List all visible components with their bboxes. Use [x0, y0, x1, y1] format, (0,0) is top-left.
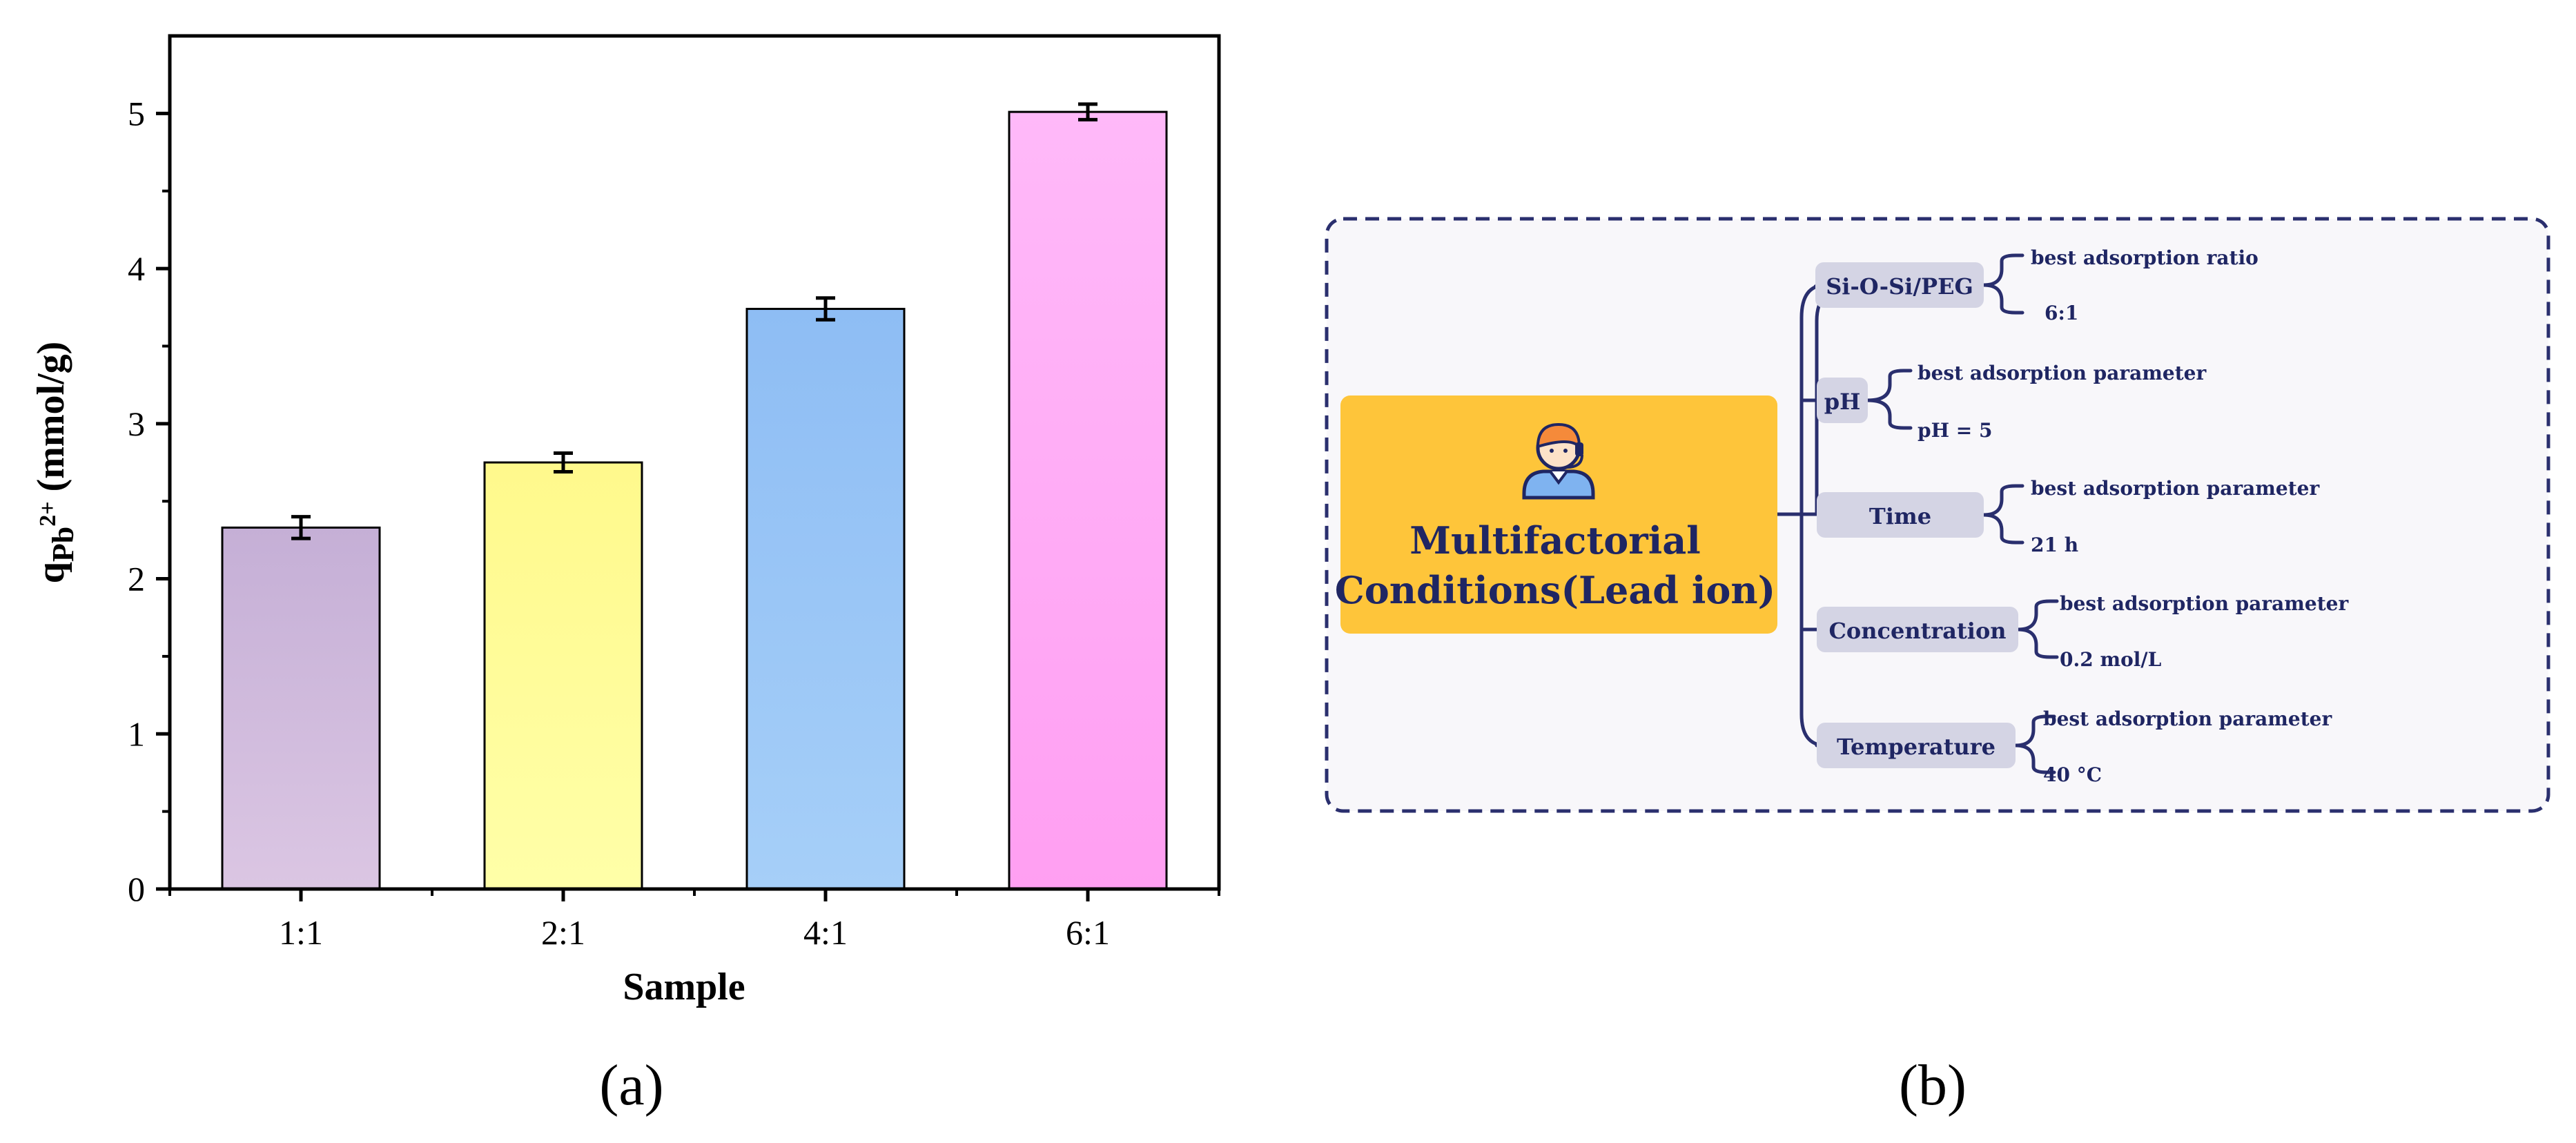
branch-leaf-bottom: 40 °C	[2043, 763, 2102, 786]
error-bar-6-1	[1078, 102, 1097, 121]
x-tick-label: 2:1	[541, 913, 585, 952]
central-node: Multifactorial Conditions(Lead ion)	[1335, 395, 1777, 634]
branch-label: Temperature	[1837, 734, 1996, 760]
branch-leaf-bottom: pH = 5	[1918, 419, 1992, 442]
branch-leaf-top: best adsorption parameter	[2031, 477, 2320, 500]
bar-6-1	[1008, 110, 1168, 890]
branch-concentration: Concentration best adsorption parameter …	[1817, 592, 2349, 671]
bar-2-1	[483, 461, 643, 890]
y-axis-label-sup: 2+	[35, 501, 61, 526]
mind-map: Multifactorial Conditions(Lead ion) Si-O…	[1325, 217, 2550, 1117]
branch-leaf-top: best adsorption parameter	[2043, 707, 2332, 730]
branch-leaf-bottom: 0.2 mol/L	[2060, 648, 2162, 671]
branch-leaf-top: best adsorption ratio	[2031, 246, 2258, 269]
y-axis-label-main: q	[30, 562, 72, 583]
x-tick-label: 6:1	[1066, 913, 1110, 952]
y-axis-label-unit: (mmol/g)	[30, 342, 72, 502]
y-tick-label: 4	[128, 249, 145, 288]
bar-4-1	[745, 308, 906, 890]
error-bar-2-1	[554, 451, 573, 473]
central-title-line1: Multifactorial	[1409, 518, 1701, 563]
y-tick-label: 1	[128, 714, 145, 753]
y-tick-label: 5	[128, 94, 145, 133]
bar-1-1	[221, 526, 381, 890]
error-bar-4-1	[816, 296, 835, 322]
branch-time: Time best adsorption parameter 21 h	[1817, 477, 2320, 556]
x-axis-label: Sample	[623, 966, 745, 1008]
branch-si-o-si-peg: Si-O-Si/PEG best adsorption ratio 6:1	[1815, 246, 2258, 324]
x-tick-label: 1:1	[279, 913, 323, 952]
y-tick-label: 2	[128, 560, 145, 598]
branch-label: Si-O-Si/PEG	[1826, 273, 1973, 300]
bars-layer	[221, 110, 1168, 890]
branch-leaf-bottom: 21 h	[2031, 534, 2078, 556]
branch-label: Concentration	[1828, 618, 2006, 644]
y-axis-label-sub: Pb	[46, 527, 80, 562]
panel-label-a: (a)	[599, 1053, 663, 1117]
branch-leaf-top: best adsorption parameter	[1918, 362, 2207, 384]
panel-label-b: (b)	[1899, 1053, 1967, 1117]
y-axis-ticks: 0 1 2 3 4 5	[128, 94, 170, 908]
person-headset-icon	[1522, 422, 1595, 500]
branch-leaf-bottom: 6:1	[2045, 302, 2078, 324]
y-axis-label: qPb2+ (mmol/g)	[30, 342, 80, 584]
x-axis-ticks: 1:1 2:1 4:1 6:1	[168, 889, 1220, 952]
bar-chart: 0 1 2 3 4 5 1:1 2:1 4:1 6:1 Sample qPb2+ (mmol/g…	[30, 34, 1221, 1117]
branch-label: pH	[1824, 389, 1861, 415]
branch-temperature: Temperature best adsorption parameter 40…	[1817, 707, 2332, 786]
branch-leaf-top: best adsorption parameter	[2060, 592, 2349, 615]
branch-label: Time	[1869, 503, 1931, 529]
error-bars-layer	[291, 102, 1097, 540]
x-tick-label: 4:1	[803, 913, 848, 952]
error-bar-1-1	[291, 515, 311, 540]
y-tick-label: 3	[128, 404, 145, 443]
central-title-line2: Conditions(Lead ion)	[1335, 568, 1775, 612]
branch-ph: pH best adsorption parameter pH = 5	[1817, 362, 2207, 442]
y-tick-label: 0	[128, 870, 145, 908]
